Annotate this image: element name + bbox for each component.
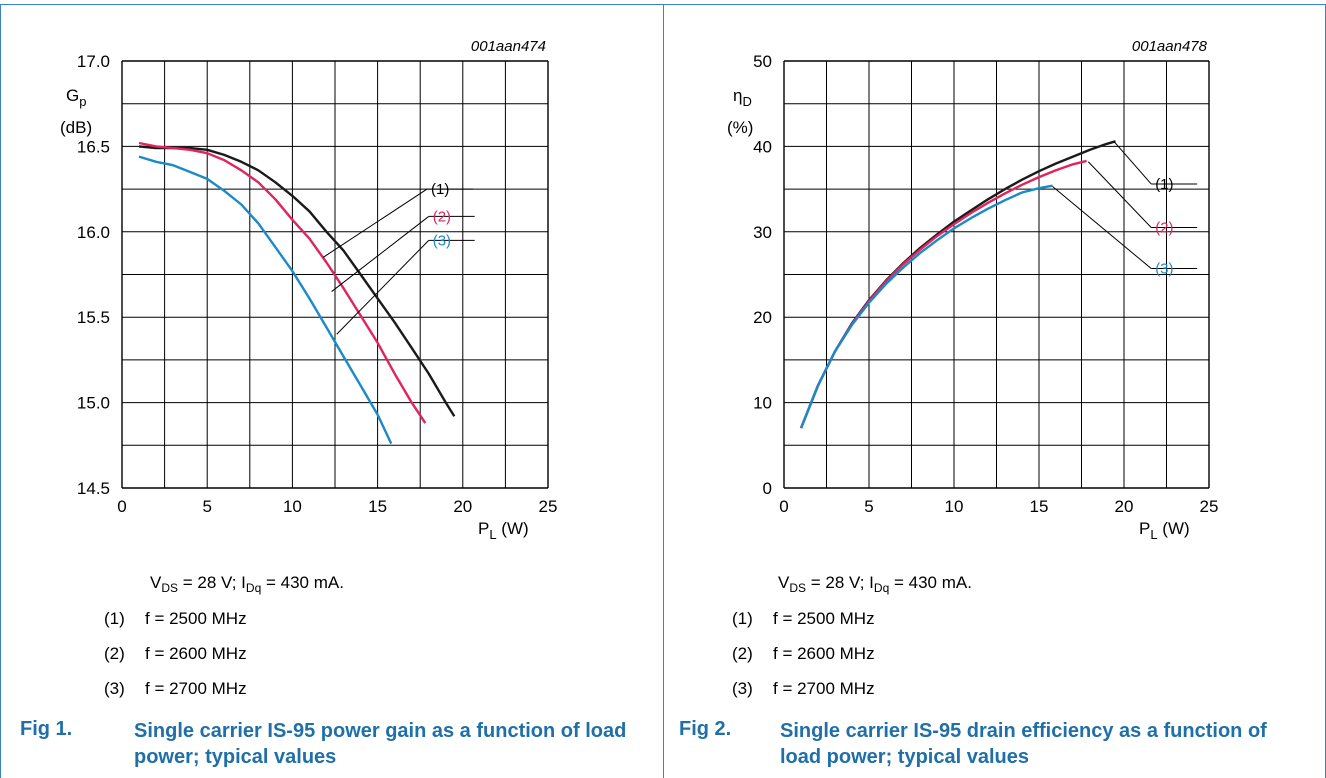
x-axis-label: PL (W) [478, 519, 529, 542]
y-axis-label: ηD [733, 86, 752, 109]
callout-leader-3 [1052, 186, 1152, 269]
x-tick-label: 10 [945, 497, 964, 516]
y-axis-label-sub: D [742, 94, 751, 109]
note-number: (2) [732, 644, 753, 663]
test-conditions: VDS = 28 V; IDq = 430 mA. [778, 573, 972, 595]
series-line-1 [799, 140, 1116, 429]
series-line-2 [138, 141, 427, 424]
note-text: f = 2600 MHz [773, 644, 875, 663]
y-tick-label: 16.0 [77, 223, 110, 242]
grid [783, 60, 1210, 489]
note-number: (1) [104, 609, 125, 628]
y-tick-label: 0 [763, 479, 772, 498]
y-axis-unit: (dB) [60, 118, 92, 137]
figure-code: 001aan478 [1132, 38, 1208, 55]
series-line-3 [799, 184, 1053, 429]
x-tick-label: 5 [202, 497, 211, 516]
x-tick-label: 25 [1200, 497, 1219, 516]
x-tick-label: 15 [368, 497, 387, 516]
y-tick-label: 40 [753, 137, 772, 156]
note-text: f = 2500 MHz [145, 609, 247, 628]
y-axis-label-sub: p [79, 94, 86, 109]
x-axis-label-main: P [478, 519, 489, 538]
y-tick-label: 17.0 [77, 52, 110, 71]
callout-leader-2 [1087, 161, 1152, 228]
y-tick-label: 15.5 [77, 308, 110, 327]
x-axis-label: PL (W) [1139, 519, 1190, 542]
test-conditions: VDS = 28 V; IDq = 430 mA. [150, 573, 344, 595]
callout-label-1: (1) [431, 181, 449, 198]
figure-panel-2: 0 5 10 15 20 25 0 10 20 30 40 50 ηD (%) PL (W) 001aan47… [663, 0, 1326, 778]
y-tick-label: 20 [753, 308, 772, 327]
x-tick-label: 0 [117, 497, 126, 516]
series-line-3 [138, 155, 393, 445]
frame-middle-rule [663, 4, 664, 778]
x-tick-label: 20 [453, 497, 472, 516]
figure-code: 001aan474 [471, 38, 546, 55]
x-tick-label: 25 [539, 497, 558, 516]
callout-leader-3 [336, 239, 430, 335]
x-tick-label: 0 [779, 497, 788, 516]
note-text: f = 2500 MHz [773, 609, 875, 628]
callout-label-2: (2) [433, 208, 451, 225]
x-tick-label: 20 [1115, 497, 1134, 516]
y-tick-label: 15.0 [77, 394, 110, 413]
y-tick-label: 10 [753, 394, 772, 413]
callout-label-3: (3) [1155, 261, 1173, 278]
note-text: f = 2700 MHz [773, 679, 875, 698]
figure-caption: Single carrier IS-95 power gain as a fun… [134, 720, 627, 768]
series-line-1 [138, 145, 456, 417]
note-number: (1) [732, 609, 753, 628]
callout-leader-2 [331, 216, 430, 292]
note-number: (3) [104, 679, 125, 698]
frame-left-rule [0, 4, 1, 778]
y-axis-label: Gp [66, 86, 86, 109]
callout-label-3: (3) [433, 232, 451, 249]
note-text: f = 2700 MHz [145, 679, 247, 698]
callout-leader-1 [1113, 140, 1152, 185]
y-tick-label: 30 [753, 223, 772, 242]
y-axis-unit: (%) [727, 118, 753, 137]
note-text: f = 2600 MHz [145, 644, 247, 663]
y-axis-label-main: η [733, 86, 742, 105]
note-number: (2) [104, 644, 125, 663]
callout-leader-1 [322, 188, 428, 258]
x-axis-label-unit: (W) [1158, 519, 1190, 538]
series-line-2 [799, 159, 1087, 429]
figure-caption: Single carrier IS-95 drain efficiency as… [780, 720, 1267, 768]
callout-label-2: (2) [1155, 220, 1173, 237]
figure-panel-1: 0 5 10 15 20 25 14.5 15.0 15.5 16.0 16.5 17.0 Gp (dB)… [20, 38, 627, 768]
figure-label: Fig 2. [679, 718, 732, 740]
grid [121, 60, 549, 489]
x-axis-label-main: P [1139, 519, 1150, 538]
x-axis-label-sub: L [489, 527, 496, 542]
x-tick-label: 5 [864, 497, 873, 516]
x-axis-label-unit: (W) [497, 519, 529, 538]
figure-label: Fig 1. [20, 718, 73, 740]
gain-chart: 0 5 10 15 20 25 14.5 15.0 15.5 16.0 16.5 17.0 Gp (dB)… [60, 38, 558, 542]
x-tick-label: 10 [283, 497, 302, 516]
note-number: (3) [732, 679, 753, 698]
callout-label-1: (1) [1155, 176, 1173, 193]
y-tick-label: 14.5 [77, 479, 110, 498]
y-axis-label-main: G [66, 86, 79, 105]
y-tick-label: 50 [753, 52, 772, 71]
y-tick-label: 16.5 [77, 137, 110, 156]
x-tick-label: 15 [1030, 497, 1049, 516]
x-axis-label-sub: L [1150, 527, 1157, 542]
